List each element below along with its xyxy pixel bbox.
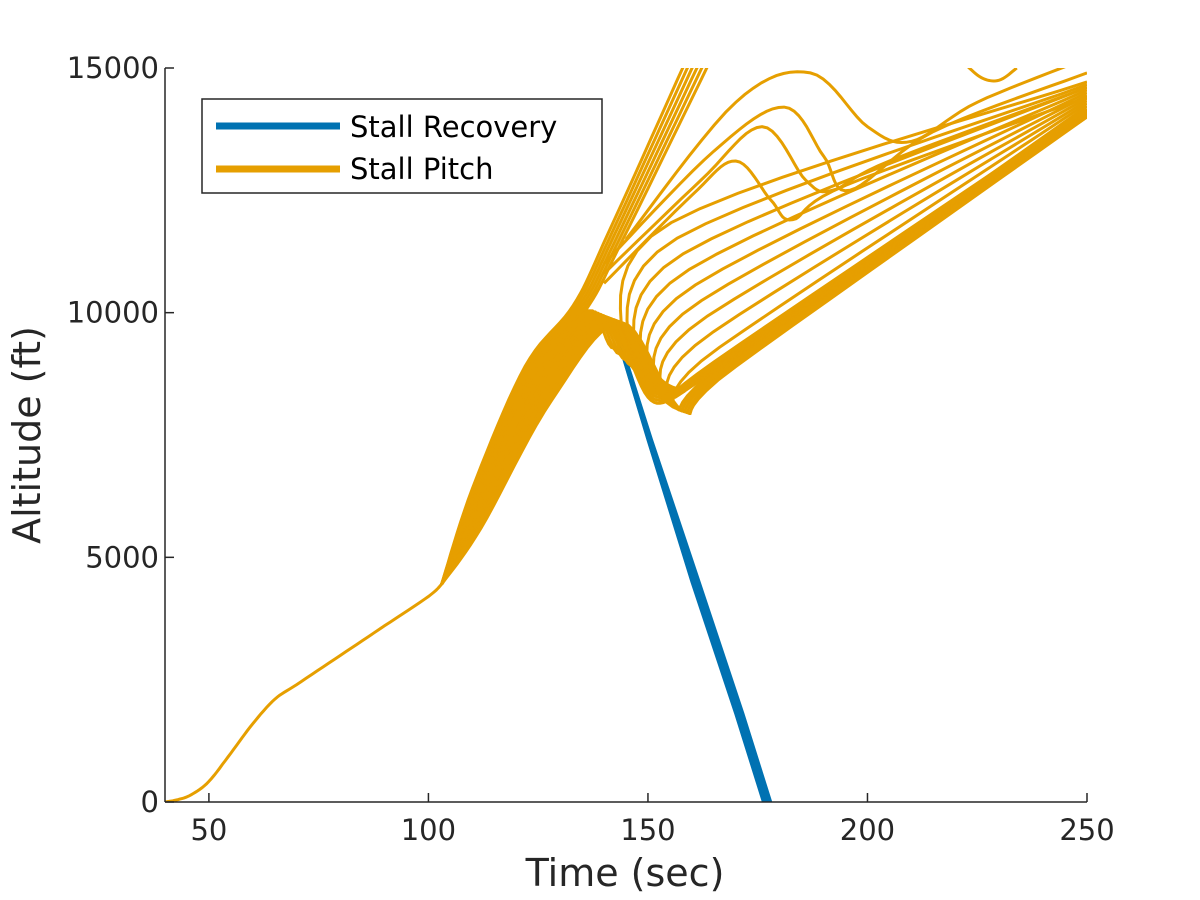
y-tick-label: 0 bbox=[141, 785, 159, 819]
x-tick-label: 250 bbox=[1059, 813, 1114, 847]
legend-label-stall-pitch: Stall Pitch bbox=[350, 152, 494, 186]
x-tick-label: 100 bbox=[401, 813, 456, 847]
stall-recovery-line bbox=[612, 322, 773, 802]
stall-pitch-common-line bbox=[165, 583, 443, 802]
stall-pitch-low-branch bbox=[615, 107, 1087, 405]
y-tick-label: 15000 bbox=[67, 51, 159, 85]
y-axis-title: Altitude (ft) bbox=[5, 326, 49, 544]
x-tick-label: 200 bbox=[840, 813, 895, 847]
stall-pitch-branch bbox=[440, 115, 1087, 586]
x-axis-title: Time (sec) bbox=[525, 851, 725, 895]
axes: 50 100 150 200 250 0 5000 10000 15000 bbox=[67, 51, 1115, 847]
stall-pitch-oscillating-line bbox=[967, 68, 1018, 83]
legend-box bbox=[201, 98, 603, 194]
y-tick-label: 10000 bbox=[67, 296, 159, 330]
series-group bbox=[165, 68, 1087, 802]
stall-pitch-oscillating-line bbox=[624, 68, 1066, 241]
x-tick-label: 150 bbox=[620, 813, 675, 847]
x-tick-label: 50 bbox=[190, 813, 227, 847]
legend-label-stall-recovery: Stall Recovery bbox=[350, 110, 557, 144]
y-tick-label: 5000 bbox=[85, 540, 159, 574]
legend: Stall Recovery Stall Pitch bbox=[201, 98, 603, 194]
